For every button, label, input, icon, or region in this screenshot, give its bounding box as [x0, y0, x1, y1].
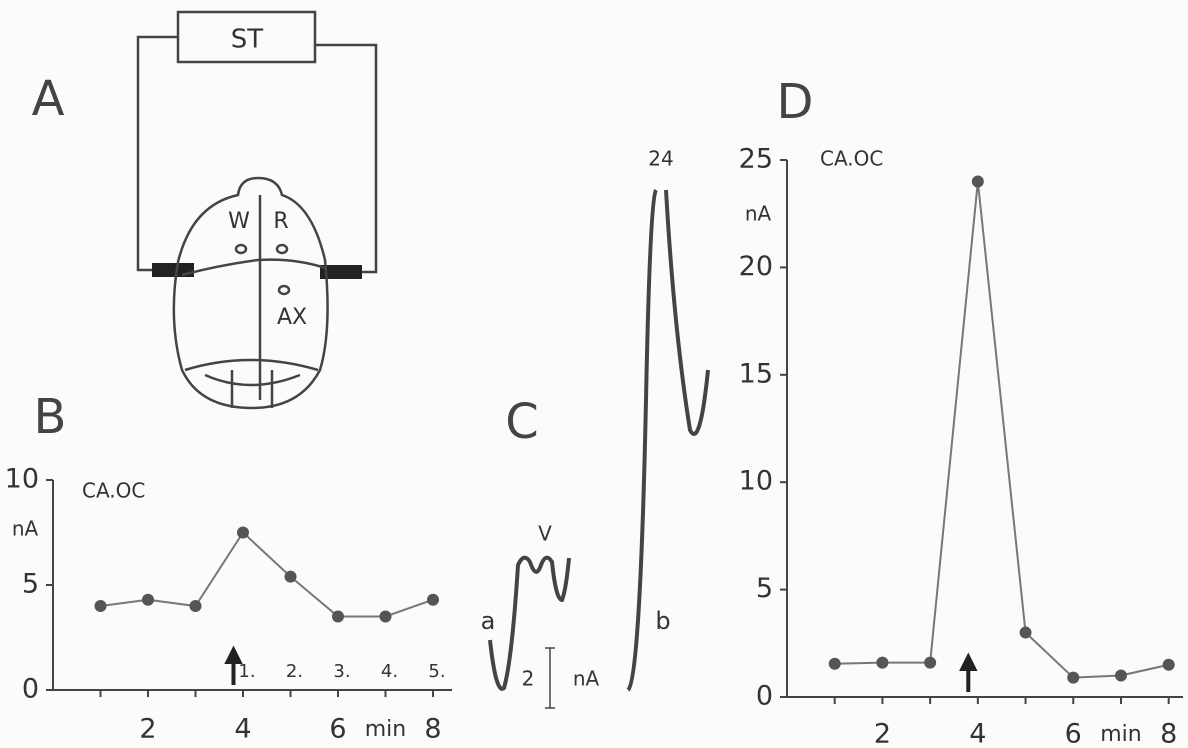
figure: A ST W R AX C a b V 24 2 nA B05102468min… — [0, 0, 1188, 748]
data-point — [237, 527, 249, 539]
panel-c: C a b V 24 2 nA — [481, 147, 708, 709]
y-tick-label: 10 — [739, 466, 773, 497]
data-point — [1163, 659, 1175, 671]
data-point — [876, 657, 888, 669]
data-point — [95, 600, 107, 612]
site-r — [277, 245, 287, 253]
y-axis-label: nA — [12, 517, 39, 541]
y-axis-label: nA — [745, 202, 772, 226]
x-tick-label: 4 — [969, 719, 986, 748]
series-line — [835, 181, 1169, 677]
data-point — [190, 600, 202, 612]
scale-bar — [545, 648, 555, 708]
sutures — [182, 195, 325, 408]
y-tick-label: 25 — [739, 144, 773, 175]
skull-outline — [174, 178, 328, 408]
scale-unit: nA — [573, 667, 600, 691]
stimulator-label: ST — [231, 25, 264, 55]
data-point — [1115, 670, 1127, 682]
site-ax — [279, 286, 289, 294]
trace-label: a — [481, 607, 496, 635]
panel-label: C — [505, 394, 539, 450]
y-tick-label: 0 — [22, 674, 39, 705]
peak-label: V — [538, 522, 552, 546]
x-axis-label: min — [1100, 722, 1142, 747]
x-tick-label: 4 — [234, 714, 251, 745]
site-label: AX — [277, 305, 307, 330]
panel-label: D — [777, 74, 814, 130]
max-label: 24 — [648, 147, 673, 171]
series-label: CA.OC — [820, 147, 883, 171]
data-point — [924, 657, 936, 669]
x-tick-label: 2 — [874, 719, 891, 748]
x-tick-label: 8 — [1160, 719, 1177, 748]
x-tick-label: 6 — [1065, 719, 1082, 748]
panel-a: A ST W R AX — [32, 12, 376, 408]
site-label: W — [228, 209, 250, 234]
panel-label: A — [32, 71, 65, 127]
annotation: 4. — [381, 661, 398, 682]
site-label: R — [273, 209, 288, 234]
data-point — [285, 571, 297, 583]
y-tick-label: 10 — [5, 464, 39, 495]
data-point — [972, 175, 984, 187]
data-point — [142, 594, 154, 606]
annotation: 2. — [286, 661, 303, 682]
x-tick-label: 2 — [139, 714, 156, 745]
scale-value: 2 — [522, 667, 535, 691]
x-tick-label: 6 — [329, 714, 346, 745]
y-tick-label: 5 — [22, 569, 39, 600]
y-tick-label: 15 — [739, 358, 773, 389]
data-point — [1067, 672, 1079, 684]
panel-label: B — [34, 389, 67, 445]
annotation: 3. — [333, 661, 350, 682]
data-point — [829, 658, 841, 670]
data-point — [380, 611, 392, 623]
annotation: 1. — [238, 661, 255, 682]
data-point — [427, 594, 439, 606]
wires — [138, 37, 376, 272]
x-axis-label: min — [365, 717, 407, 742]
x-tick-label: 8 — [424, 714, 441, 745]
trace-label: b — [655, 607, 670, 635]
series-label: CA.OC — [82, 479, 145, 503]
annotation: 5. — [428, 661, 445, 682]
stimulus-arrow — [962, 657, 974, 692]
site-w — [236, 245, 246, 253]
electrode — [152, 263, 194, 277]
data-point — [332, 611, 344, 623]
y-tick-label: 20 — [739, 251, 773, 282]
data-point — [1020, 627, 1032, 639]
y-tick-label: 0 — [756, 681, 773, 712]
y-tick-label: 5 — [756, 573, 773, 604]
